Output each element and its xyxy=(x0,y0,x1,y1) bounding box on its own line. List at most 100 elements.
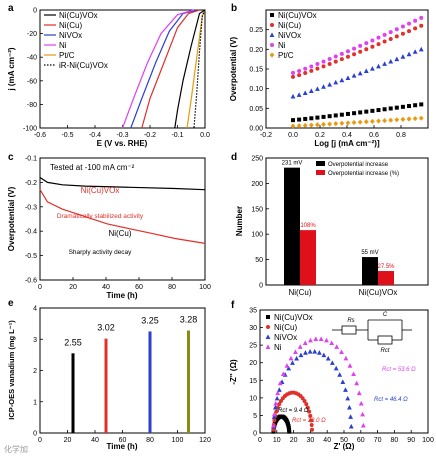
panel-b-data-point xyxy=(339,112,344,117)
panel-e-y-tick-label: 0 xyxy=(33,431,37,438)
panel-f-data-point xyxy=(324,337,329,343)
panel-d-y-tick-label: 50 xyxy=(255,257,263,264)
panel-b-data-point xyxy=(400,54,406,59)
panel-f-data-point xyxy=(347,404,352,410)
panel-a-y-tick-label: -20 xyxy=(27,31,37,38)
panel-b-data-point xyxy=(382,39,387,44)
panel-e-y-tick-label: 4 xyxy=(33,306,37,313)
panel-b-data-point xyxy=(418,115,424,121)
panel-f-rct-annotation: Rct = 9.4 Ω xyxy=(278,408,309,414)
panel-f-data-point xyxy=(305,405,310,410)
panel-b-data-point xyxy=(413,18,418,23)
panel-f-label: f xyxy=(231,300,235,311)
panel-a-y-tick-label: 0 xyxy=(33,8,37,15)
panel-a-y-tick-label: -80 xyxy=(27,102,37,109)
panel-e-x-tick-label: 120 xyxy=(199,437,211,444)
panel-c-y-tick-label: -0.1 xyxy=(25,156,37,163)
panel-e-data-label: 3.02 xyxy=(97,323,115,333)
panel-f-data-point xyxy=(271,414,277,419)
panel-b-data-point xyxy=(290,93,296,99)
panel-b-x-tick-label: -0.2 xyxy=(260,132,272,139)
panel-a-series-line xyxy=(193,9,206,129)
panel-b-data-point xyxy=(400,24,405,29)
panel-c-x-tick-label: 60 xyxy=(135,284,143,291)
panel-b-legend-entry: NiVOx xyxy=(278,31,301,40)
panel-f-data-point xyxy=(271,427,276,432)
panel-b-data-point xyxy=(388,58,394,64)
panel-b-data-point xyxy=(388,30,393,35)
panel-f-data-point xyxy=(274,409,279,414)
panel-b-data-point xyxy=(352,52,357,57)
panel-a-legend-entry: NiVOx xyxy=(59,31,82,40)
panel-c-x-axis-label: Time (h) xyxy=(107,291,138,300)
panel-f-data-point xyxy=(297,344,303,349)
panel-b-data-point xyxy=(315,122,320,128)
panel-f-data-point xyxy=(309,423,314,428)
panel-e-data-label: 2.55 xyxy=(64,337,82,347)
panel-b-legend-marker xyxy=(269,52,275,58)
panel-a-y-tick-label: -60 xyxy=(27,78,37,85)
panel-b-data-point xyxy=(302,90,308,95)
panel-a-y-tick-label: -40 xyxy=(27,55,37,62)
panel-b-label: b xyxy=(231,3,237,14)
panel-b-data-point xyxy=(345,111,350,116)
panel-e-data-label: 3.25 xyxy=(141,315,159,325)
circuit-resistor-rct xyxy=(377,335,393,345)
panel-f-x-tick-label: 70 xyxy=(374,437,382,444)
panel-f-data-point xyxy=(313,336,319,341)
panel-c-y-tick-label: -0.5 xyxy=(25,253,37,260)
panel-b-data-point xyxy=(413,26,418,31)
panel-b-data-point xyxy=(339,120,345,126)
panel-c-condition-annotation: Tested at -100 mA cm⁻² xyxy=(50,163,135,172)
panel-c-annotation: Dramatically stabilized activity xyxy=(57,213,144,220)
plot-frame xyxy=(39,157,206,281)
circuit-resistor-rs xyxy=(341,325,357,335)
panel-b-data-point xyxy=(291,118,295,123)
panel-f-y-tick-label: 15 xyxy=(249,378,257,385)
panel-f-data-point xyxy=(293,349,298,355)
panel-a-x-tick-label: -0.3 xyxy=(116,132,128,139)
panel-f-data-point xyxy=(356,390,362,396)
panel-b-data-point xyxy=(333,59,338,64)
panel-b-data-point xyxy=(407,104,412,109)
panel-d-data-label: 108% xyxy=(300,223,316,229)
panel-a-x-tick-label: -0.5 xyxy=(61,132,73,139)
panel-a-legend-entry: Pt/C xyxy=(59,51,75,60)
panel-d-data-label: 27.5% xyxy=(377,264,395,270)
panel-f-legend-marker xyxy=(265,334,271,339)
panel-b-data-point xyxy=(400,116,406,122)
panel-b-legend-marker xyxy=(269,32,275,37)
panel-b-legend-entry: Ni xyxy=(278,41,286,50)
panel-a-x-tick-label: -0.6 xyxy=(34,132,46,139)
panel-b-data-point xyxy=(352,46,357,51)
panel-d-data-label: 231 mV xyxy=(282,161,303,167)
panel-b-legend-marker xyxy=(270,23,274,27)
panel-b-data-point xyxy=(358,49,363,54)
circuit-label-c: C xyxy=(383,312,388,318)
panel-b-data-point xyxy=(321,84,326,89)
panel-b-x-tick-label: 0.8 xyxy=(396,132,406,139)
panel-d-y-tick-label: 150 xyxy=(251,206,263,213)
panel-b-y-tick-label: 0.10 xyxy=(249,86,263,93)
panel-c-series-line xyxy=(39,176,206,191)
plot-frame xyxy=(265,157,429,286)
panel-b-data-point xyxy=(303,116,308,121)
panel-b-data-point xyxy=(327,82,333,87)
panel-f-data-point xyxy=(277,380,283,386)
panel-f-data-point xyxy=(337,372,343,377)
panel-f-y-tick-label: 20 xyxy=(249,360,257,367)
panel-b-data-point xyxy=(290,123,296,129)
panel-a-legend-entry: Ni xyxy=(59,41,67,50)
panel-f-data-point xyxy=(273,400,279,406)
panel-d-legend-entry: Overpotential increase (%) xyxy=(328,171,399,177)
panel-d-y-tick-label: 0 xyxy=(259,283,263,290)
panel-e-bar xyxy=(148,331,152,433)
panel-b-data-point xyxy=(333,121,339,127)
panel-f-data-point xyxy=(284,363,290,368)
panel-d-y-tick-label: 200 xyxy=(251,181,263,188)
panel-d-category-label: Ni(Cu)VOx xyxy=(359,288,398,297)
panel-b-data-point xyxy=(345,75,351,80)
panel-b-data-point xyxy=(418,46,424,52)
panel-f-y-tick-label: 30 xyxy=(249,325,257,332)
panel-f-data-point xyxy=(271,422,276,428)
